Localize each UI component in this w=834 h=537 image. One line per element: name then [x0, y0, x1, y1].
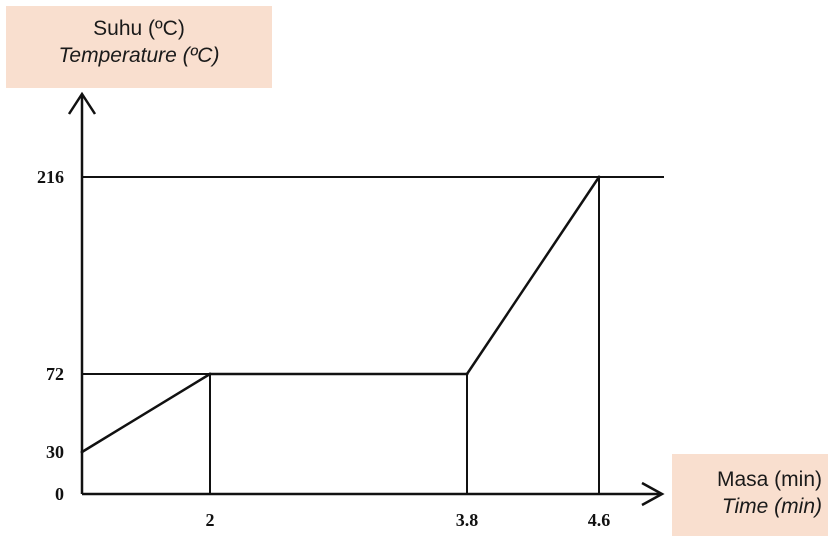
y-axis-label-english: Temperature (ºC): [58, 44, 220, 67]
x-axis-label-malay: Masa (min): [716, 468, 822, 491]
x-tick-label: 2: [206, 510, 215, 530]
x-axis-arrowhead: [641, 481, 665, 507]
y-axis-arrowhead: [67, 91, 97, 115]
x-axis-label-english: Time (min): [721, 495, 822, 518]
y-axis-label-malay: Suhu (ºC): [93, 17, 185, 40]
y-tick-label: 0: [55, 484, 64, 504]
x-tick-label: 4.6: [588, 510, 611, 530]
y-tick-label: 216: [37, 167, 64, 187]
y-tick-label: 72: [46, 364, 64, 384]
x-tick-label: 3.8: [456, 510, 479, 530]
reference-lines: [82, 176, 664, 494]
data-point: [465, 372, 469, 376]
tick-labels: 2 3.8 4.6 0 30 72 216: [37, 167, 610, 530]
data-point: [80, 450, 84, 454]
data-point: [597, 175, 601, 179]
temperature-curve: [81, 176, 601, 454]
axes: [67, 91, 665, 507]
series: [80, 175, 601, 454]
y-tick-label: 30: [46, 442, 64, 462]
y-axis-label: Suhu (ºC) Temperature (ºC): [6, 6, 272, 88]
x-axis-label: Masa (min) Time (min): [672, 454, 828, 536]
data-point: [208, 372, 212, 376]
